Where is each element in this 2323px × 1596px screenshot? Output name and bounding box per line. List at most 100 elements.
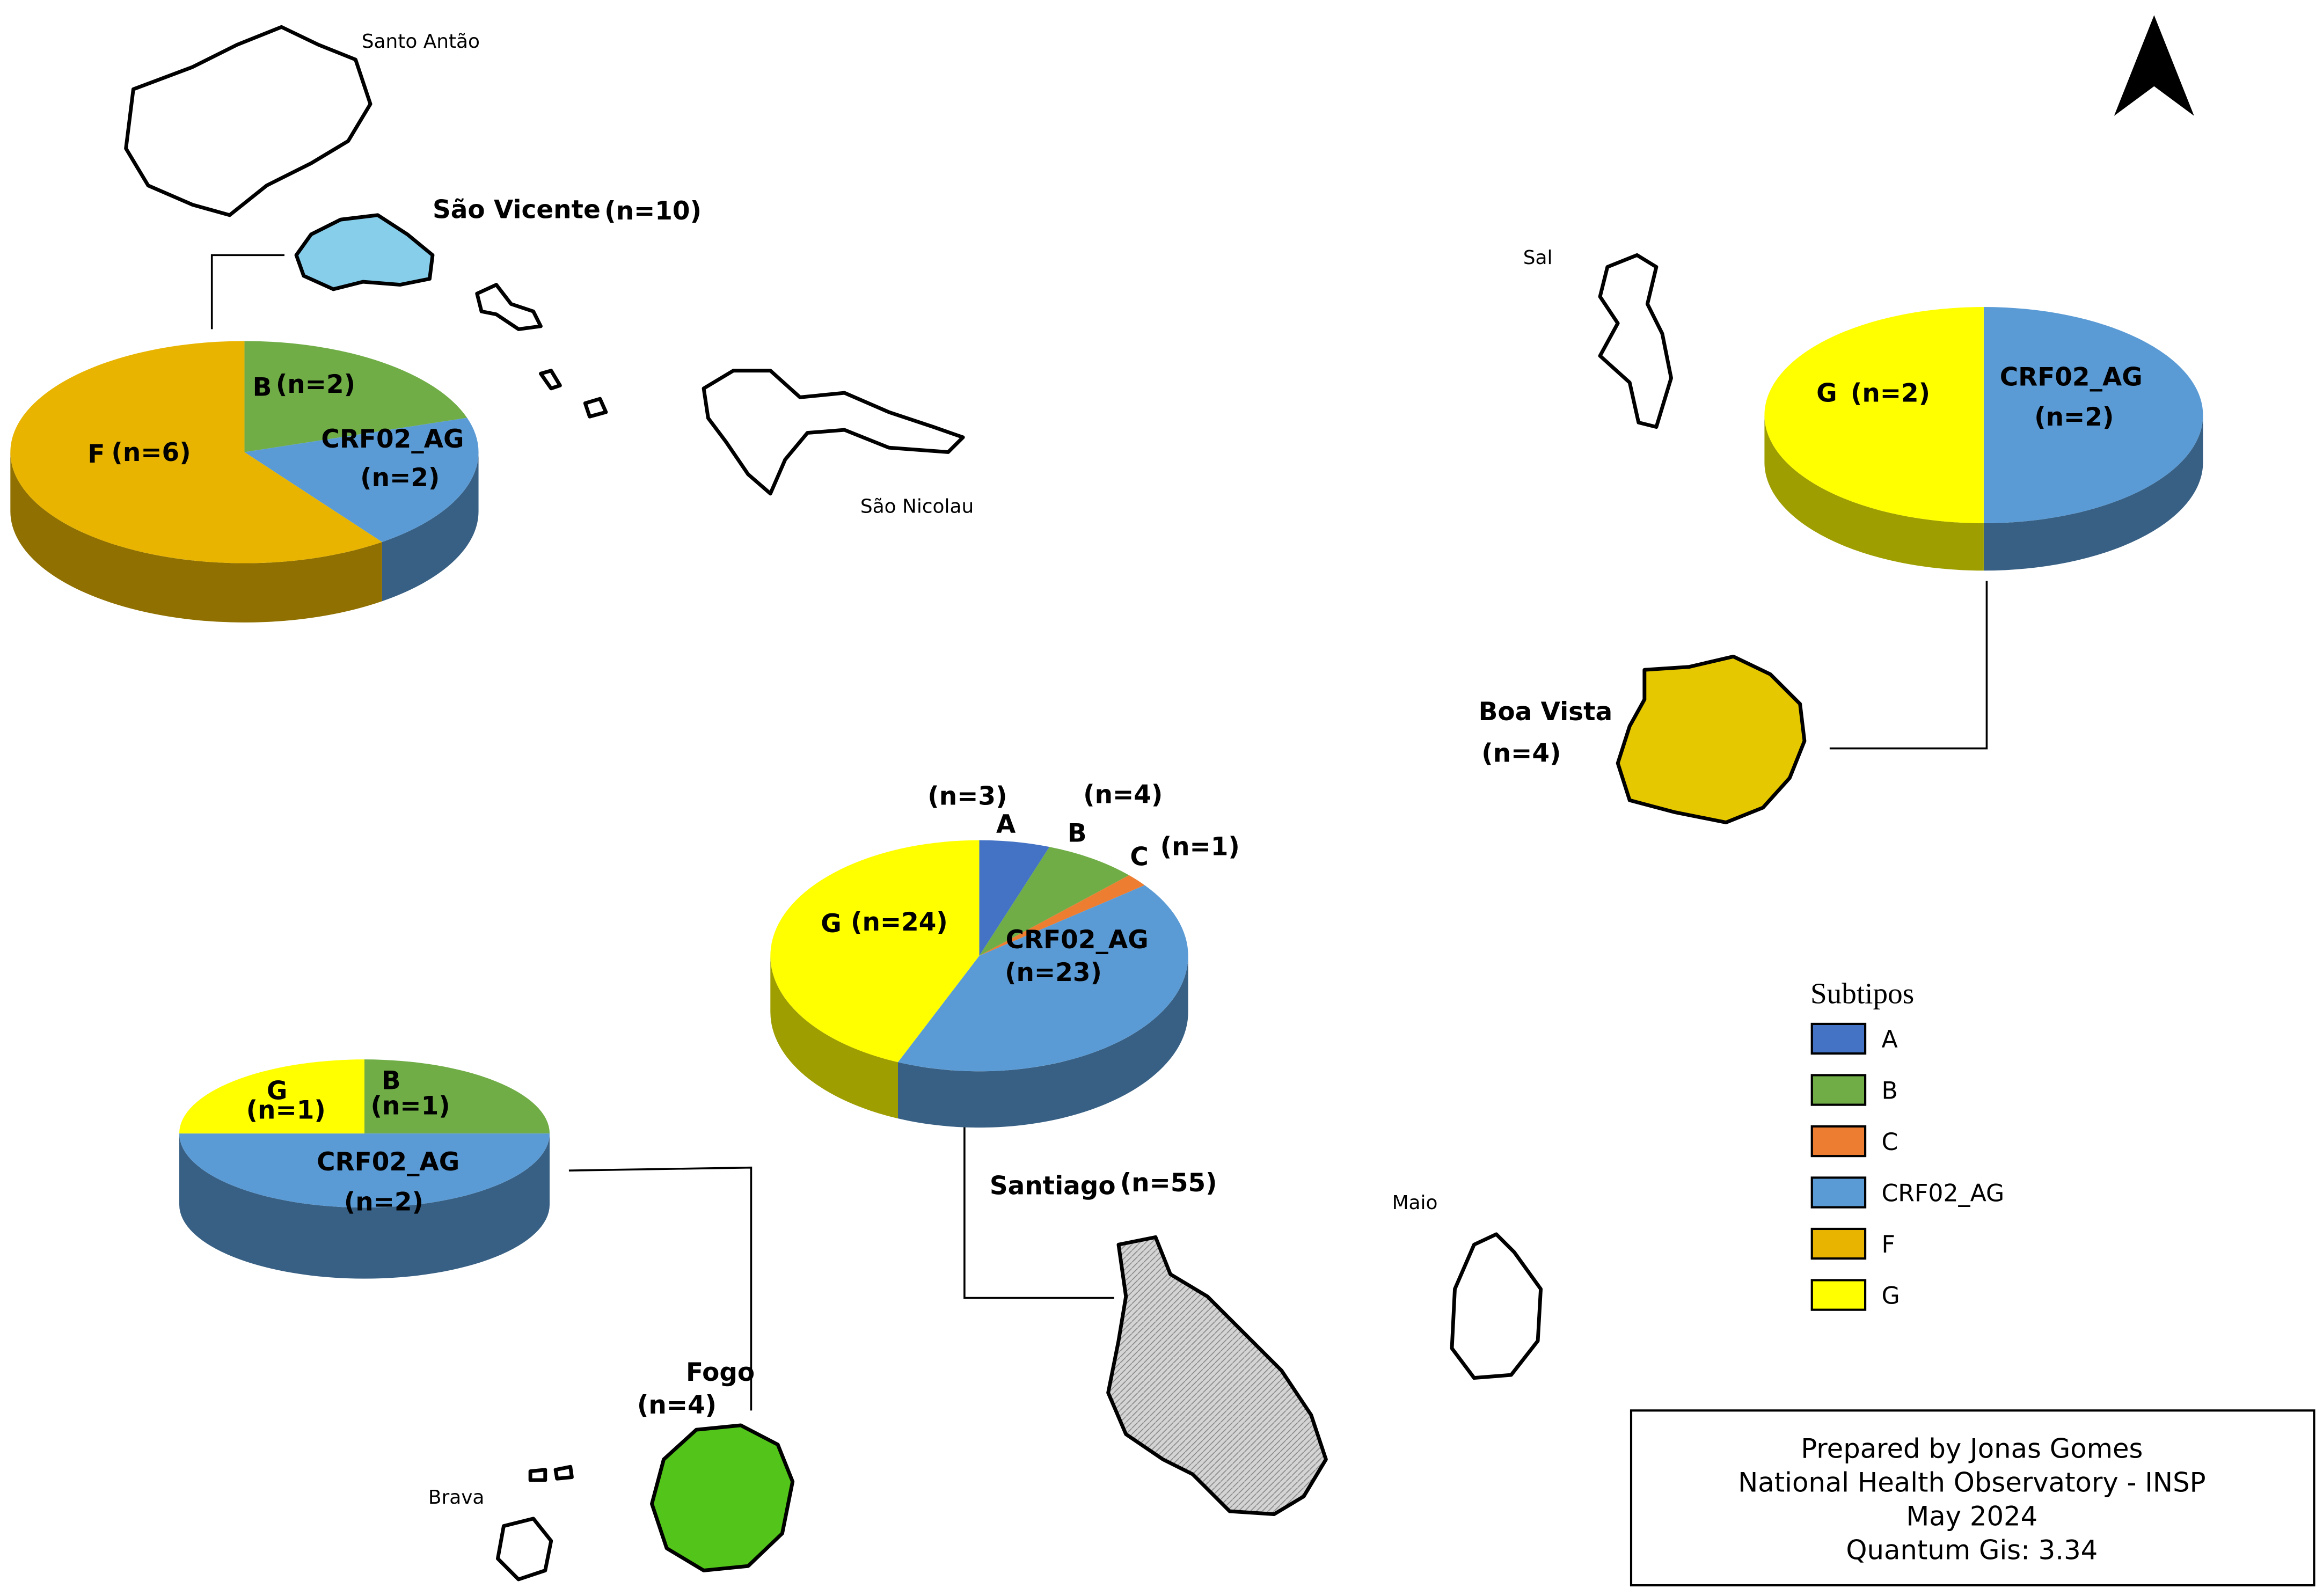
credit-line: National Health Observatory - INSP (1738, 1467, 2205, 1498)
pie-slice (979, 847, 1129, 956)
island-sal (1598, 253, 1673, 429)
slice-count: (n=1) (1160, 832, 1240, 861)
legend-swatch (1810, 1074, 1867, 1106)
slice-subtype: CRF02_AG (1006, 925, 1149, 955)
island-santa-luzia (475, 283, 543, 331)
slice-count: (n=2) (344, 1188, 423, 1217)
pie-side (10, 452, 382, 623)
pie-slice (244, 341, 467, 452)
pie-slice (897, 885, 1188, 1072)
legend-label: B (1881, 1078, 1897, 1105)
pie-slice (979, 840, 1050, 956)
islet (528, 1465, 574, 1482)
slice-subtype: CRF02_AG (2000, 362, 2143, 392)
slice-count: (n=1) (246, 1096, 326, 1125)
legend-label: CRF02_AG (1881, 1180, 2004, 1207)
slice-subtype: B (253, 373, 272, 402)
island-fogo (650, 1423, 795, 1572)
credit-line: Prepared by Jonas Gomes (1801, 1433, 2143, 1465)
island-name: São Nicolau (860, 496, 974, 518)
pie-side (1983, 415, 2203, 571)
pie-slice (364, 1059, 550, 1134)
slice-count: (n=1) (370, 1091, 450, 1121)
credit-line: May 2024 (1906, 1501, 2037, 1532)
pie-slice (179, 1133, 550, 1208)
legend-label: A (1881, 1026, 1897, 1053)
island-count: (n=4) (637, 1390, 717, 1420)
slice-count: (n=2) (2034, 402, 2114, 432)
slice-subtype: A (996, 810, 1016, 839)
pie-slice (1764, 306, 1984, 523)
slice-count: (n=23) (1005, 958, 1102, 987)
islet (539, 369, 562, 391)
island-name: Santiago (990, 1171, 1116, 1200)
pie-slice (1983, 306, 2203, 523)
pie-side (1764, 415, 1984, 571)
island-name: Brava (428, 1487, 485, 1509)
pie-side (770, 955, 898, 1119)
legend-title: Subtipos (1810, 977, 1914, 1009)
leader-line (210, 254, 284, 330)
legend-label: F (1881, 1231, 1895, 1258)
slice-subtype: B (1068, 818, 1087, 848)
slice-count: (n=2) (276, 370, 355, 399)
island-santiago (1106, 1235, 1328, 1517)
legend: ABC CRF02_AG FG (1810, 1022, 2004, 1311)
credit-line: Quantum Gis: 3.34 (1846, 1534, 2098, 1565)
pie-side (897, 955, 1188, 1128)
credits-box (1630, 1409, 2315, 1587)
legend-label: G (1881, 1283, 1900, 1310)
legend-label: C (1881, 1129, 1898, 1156)
north-arrow (2114, 15, 2194, 116)
pie-slice (770, 840, 980, 1063)
pies (10, 306, 2203, 1279)
slice-count: (n=3) (927, 781, 1007, 811)
island-sao-vicente (294, 213, 435, 291)
slice-count: (n=24) (851, 907, 948, 937)
island-count: (n=4) (1481, 738, 1561, 768)
island-sao-nicolau (702, 369, 965, 496)
island-brava (495, 1517, 553, 1582)
island-name: Santo Antão (362, 31, 480, 53)
slice-count: (n=4) (1083, 780, 1163, 810)
island-count: (n=10) (604, 196, 702, 226)
island-name: Sal (1523, 247, 1553, 269)
island-boa-vista (1616, 654, 1807, 824)
island-santo-antao (124, 25, 372, 217)
pie-slice (179, 1059, 365, 1134)
slice-subtype: G (267, 1077, 288, 1106)
leader-line (1829, 581, 1988, 750)
slice-subtype: B (382, 1066, 401, 1095)
pie-slice (10, 341, 382, 563)
legend-swatch (1810, 1176, 1867, 1209)
slice-subtype: G (1816, 379, 1837, 408)
pie-slice (979, 875, 1145, 956)
pie-side (179, 1133, 550, 1279)
island-name: Fogo (686, 1358, 755, 1387)
slice-subtype: C (1130, 843, 1148, 872)
islet (583, 397, 608, 419)
leader-line (568, 1166, 753, 1411)
slice-count: (n=6) (111, 438, 191, 467)
slice-count: (n=2) (360, 463, 440, 493)
pie-slice (244, 418, 479, 542)
slice-subtype: G (821, 909, 842, 939)
island-maio (1450, 1232, 1543, 1380)
legend-swatch (1810, 1279, 1867, 1311)
leader-line (963, 1096, 1114, 1299)
slice-subtype: F (87, 440, 105, 469)
island-name: Maio (1392, 1192, 1438, 1214)
legend-swatch (1810, 1227, 1867, 1260)
slice-count: (n=2) (1851, 379, 1930, 408)
island-name: São Vicente (433, 195, 601, 224)
legend-swatch (1810, 1125, 1867, 1158)
pie-side (382, 452, 479, 602)
legend-swatch (1810, 1022, 1867, 1055)
slice-subtype: CRF02_AG (317, 1147, 459, 1177)
slice-subtype: CRF02_AG (321, 424, 464, 454)
island-count: (n=55) (1120, 1168, 1217, 1198)
island-name: Boa Vista (1479, 697, 1613, 727)
